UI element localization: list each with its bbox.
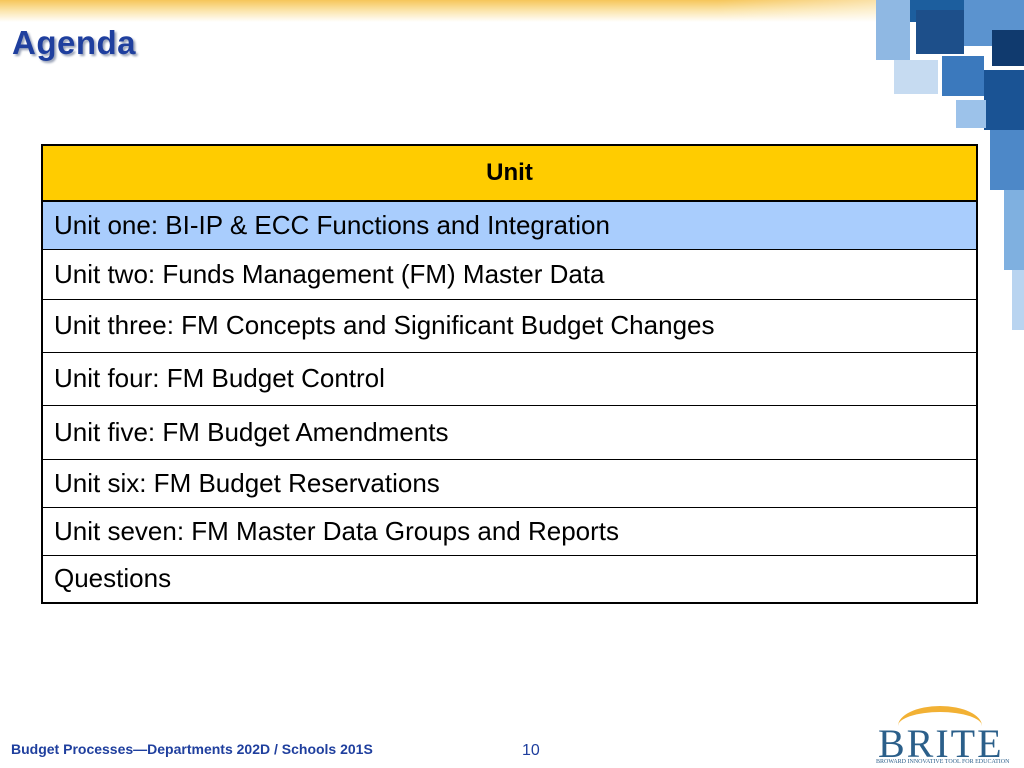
table-cell-unit-two: Unit two: Funds Management (FM) Master D… — [41, 248, 978, 300]
top-gradient-band — [0, 0, 1024, 22]
table-cell-unit-six: Unit six: FM Budget Reservations — [41, 458, 978, 508]
table-cell-unit-one: Unit one: BI-IP & ECC Functions and Inte… — [41, 200, 978, 250]
table-cell-unit-three: Unit three: FM Concepts and Significant … — [41, 298, 978, 353]
agenda-table: Unit Unit one: BI-IP & ECC Functions and… — [41, 144, 978, 604]
logo-sun-arc — [898, 706, 982, 746]
table-row-1: Unit one: BI-IP & ECC Functions and Inte… — [41, 200, 978, 250]
table-row-6: Unit six: FM Budget Reservations — [41, 458, 978, 508]
brite-logo: BRITE BROWARD INNOVATIVE TOOL FOR EDUCAT… — [872, 706, 1020, 766]
logo-tagline: BROWARD INNOVATIVE TOOL FOR EDUCATION — [876, 759, 1010, 765]
table-row-8: Questions — [41, 554, 978, 604]
table-row-5: Unit five: FM Budget Amendments — [41, 404, 978, 460]
footer-course-title: Budget Processes—Departments 202D / Scho… — [11, 741, 373, 757]
slide-title: Agenda — [12, 24, 137, 61]
table-cell-unit-four: Unit four: FM Budget Control — [41, 351, 978, 406]
table-cell-unit-seven: Unit seven: FM Master Data Groups and Re… — [41, 506, 978, 556]
table-row-2: Unit two: Funds Management (FM) Master D… — [41, 248, 978, 300]
decorative-squares — [864, 0, 1024, 330]
table-row-7: Unit seven: FM Master Data Groups and Re… — [41, 506, 978, 556]
table-cell-questions: Questions — [41, 554, 978, 604]
table-header-unit: Unit — [41, 144, 978, 202]
page-number: 10 — [522, 742, 540, 759]
table-header-row: Unit — [41, 144, 978, 202]
table-row-4: Unit four: FM Budget Control — [41, 351, 978, 406]
logo-wordmark: BRITE — [878, 721, 1004, 766]
table-row-3: Unit three: FM Concepts and Significant … — [41, 298, 978, 353]
table-cell-unit-five: Unit five: FM Budget Amendments — [41, 404, 978, 460]
